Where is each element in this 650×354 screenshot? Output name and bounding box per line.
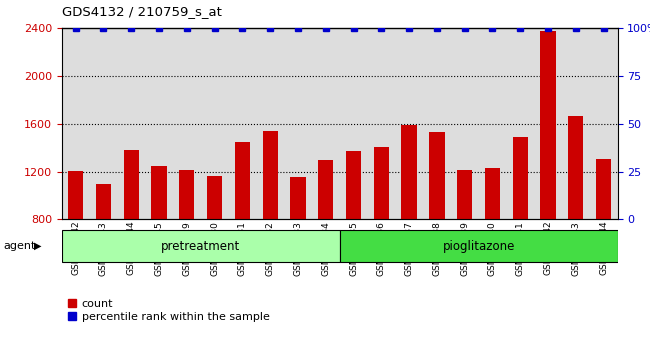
- Bar: [124, 150, 139, 219]
- Text: ▶: ▶: [34, 241, 42, 251]
- Bar: [151, 166, 166, 219]
- Bar: [429, 132, 445, 219]
- Bar: [207, 176, 222, 219]
- Bar: [235, 142, 250, 219]
- Bar: [346, 152, 361, 219]
- Bar: [374, 147, 389, 219]
- Text: agent: agent: [3, 241, 36, 251]
- FancyBboxPatch shape: [62, 230, 339, 262]
- Bar: [540, 31, 556, 219]
- Legend: count, percentile rank within the sample: count, percentile rank within the sample: [68, 299, 270, 321]
- Bar: [568, 115, 584, 219]
- Bar: [179, 171, 194, 219]
- Bar: [513, 137, 528, 219]
- Bar: [402, 125, 417, 219]
- Bar: [291, 177, 306, 219]
- Bar: [263, 131, 278, 219]
- Bar: [457, 170, 473, 219]
- Text: pioglitazone: pioglitazone: [443, 240, 515, 252]
- Bar: [596, 159, 611, 219]
- Bar: [485, 168, 500, 219]
- Bar: [318, 160, 333, 219]
- Bar: [68, 171, 83, 219]
- Text: GDS4132 / 210759_s_at: GDS4132 / 210759_s_at: [62, 5, 222, 18]
- FancyBboxPatch shape: [339, 230, 618, 262]
- Text: pretreatment: pretreatment: [161, 240, 240, 252]
- Bar: [96, 184, 111, 219]
